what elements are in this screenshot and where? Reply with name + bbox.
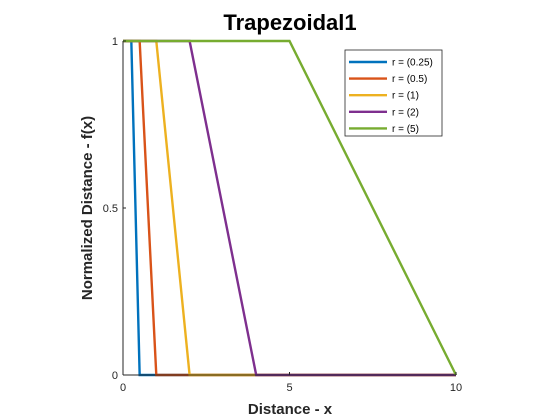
y-tick-label: 0.5: [103, 203, 118, 215]
legend-label-4: r = (5): [392, 124, 419, 135]
legend-label-3: r = (2): [392, 107, 419, 118]
legend-label-0: r = (0.25): [392, 58, 433, 69]
legend: r = (0.25) r = (0.5) r = (1) r = (2) r = (5): [344, 49, 443, 137]
y-tick-label: 0: [112, 370, 118, 382]
legend-box: [344, 49, 443, 137]
x-tick-label: 5: [286, 382, 292, 394]
y-ticks: 00.51: [103, 36, 126, 382]
legend-label-2: r = (1): [392, 91, 419, 102]
chart-title: Trapezoidal1: [223, 10, 356, 35]
legend-label-1: r = (0.5): [392, 74, 427, 85]
x-axis-label: Distance - x: [248, 401, 333, 418]
series-line-4: [123, 39, 458, 376]
y-tick-label: 1: [112, 36, 118, 48]
x-tick-label: 0: [120, 382, 126, 394]
y-axis-label: Normalized Distance - f(x): [79, 116, 96, 300]
x-tick-label: 10: [450, 382, 462, 394]
